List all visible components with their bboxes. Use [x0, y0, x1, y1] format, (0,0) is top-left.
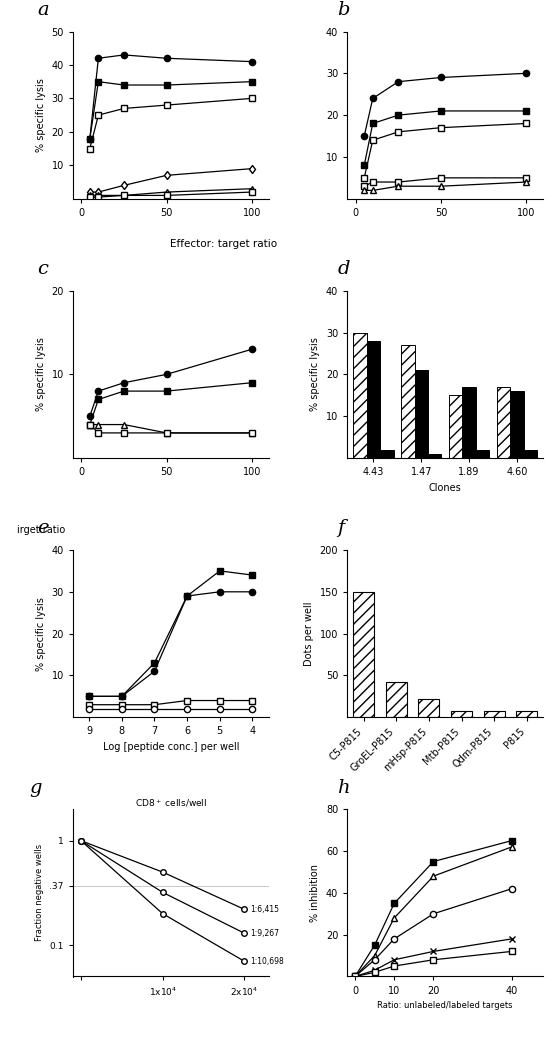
Bar	[451, 712, 472, 717]
Bar	[353, 333, 367, 458]
Bar	[449, 395, 463, 458]
Bar	[414, 371, 428, 458]
Text: d: d	[337, 260, 350, 278]
Bar	[386, 682, 407, 717]
Bar	[353, 592, 374, 717]
Bar	[524, 449, 537, 458]
Bar	[476, 449, 489, 458]
Text: b: b	[337, 1, 350, 19]
Text: f: f	[337, 520, 344, 538]
Bar	[401, 345, 414, 458]
X-axis label: Log [peptide conc.] per well: Log [peptide conc.] per well	[102, 742, 239, 752]
Y-axis label: % specific lysis: % specific lysis	[36, 596, 46, 671]
Bar	[510, 391, 524, 458]
Bar	[367, 341, 380, 458]
Text: h: h	[337, 778, 350, 797]
Text: a: a	[38, 1, 49, 19]
Text: 1:10,698: 1:10,698	[250, 957, 283, 966]
Text: Effector: target ratio: Effector: target ratio	[170, 238, 278, 249]
Text: 1:9,267: 1:9,267	[250, 928, 279, 938]
Bar	[463, 386, 476, 458]
Text: 1:6,415: 1:6,415	[250, 905, 279, 914]
Bar	[428, 454, 441, 458]
X-axis label: Ratio: unlabeled/labeled targets: Ratio: unlabeled/labeled targets	[377, 1001, 513, 1010]
Y-axis label: % specific lysis: % specific lysis	[310, 337, 320, 412]
Y-axis label: Fraction negative wells: Fraction negative wells	[35, 844, 44, 942]
Y-axis label: Dots per well: Dots per well	[304, 602, 314, 666]
Text: e: e	[38, 520, 49, 538]
Title: CD8$^+$ cells/well: CD8$^+$ cells/well	[135, 798, 207, 810]
Text: c: c	[38, 260, 48, 278]
Y-axis label: % inhibition: % inhibition	[310, 864, 320, 922]
Bar	[497, 386, 510, 458]
Text: g: g	[30, 778, 42, 797]
Y-axis label: % specific lysis: % specific lysis	[36, 78, 46, 152]
Bar	[516, 712, 538, 717]
X-axis label: Clones: Clones	[429, 483, 461, 492]
Text: irget ratio: irget ratio	[17, 525, 65, 536]
Bar	[484, 712, 505, 717]
Bar	[418, 699, 440, 717]
Y-axis label: % specific lysis: % specific lysis	[36, 337, 46, 412]
Bar	[380, 449, 394, 458]
